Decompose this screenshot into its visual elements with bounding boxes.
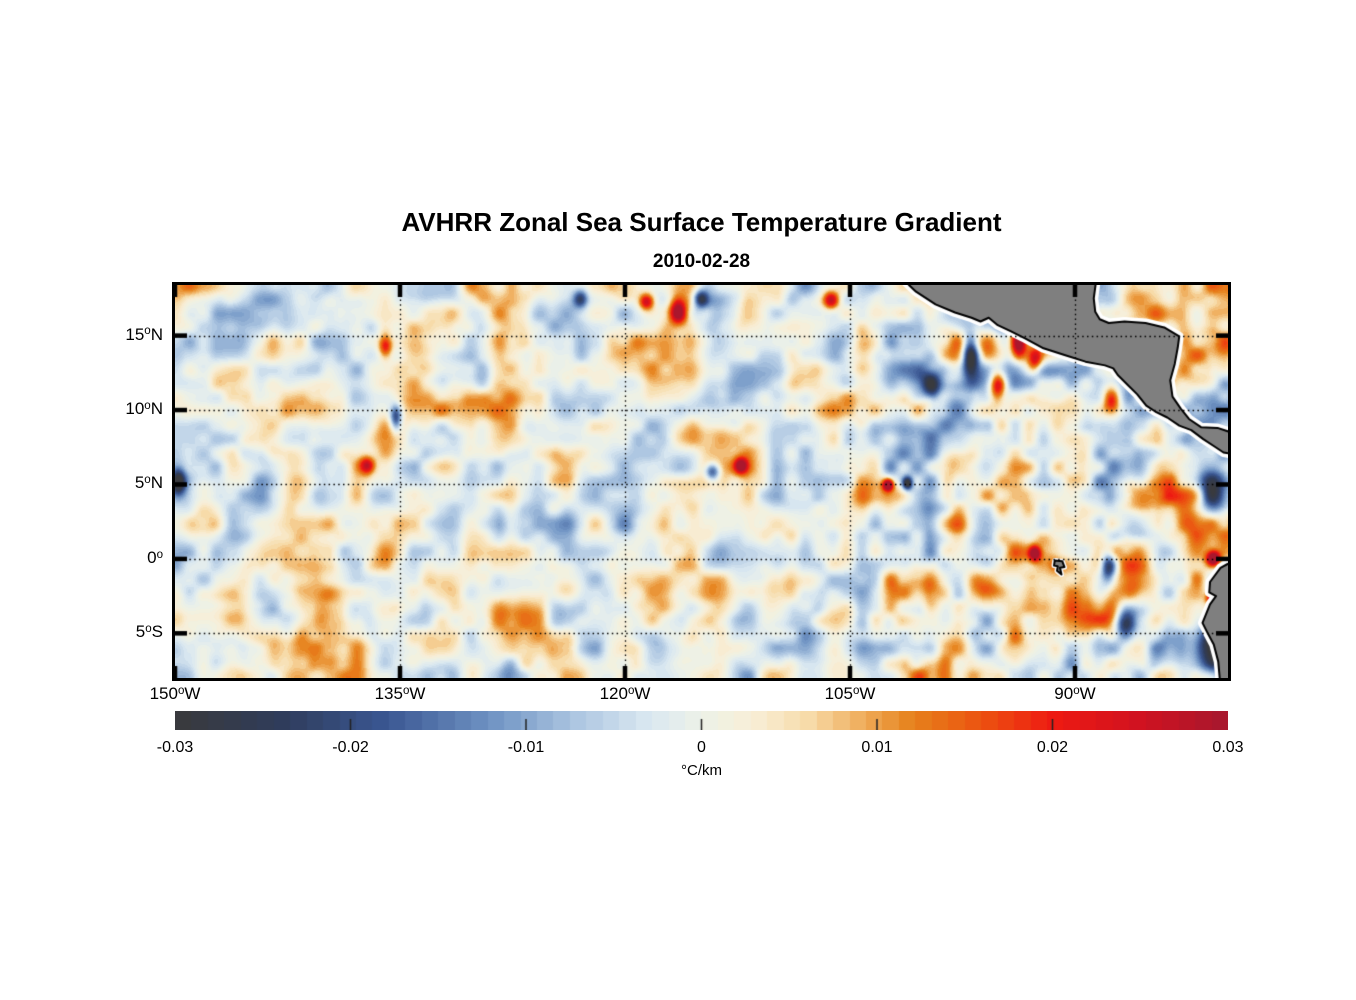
y-tick-label: 10oN [125,399,163,419]
colorbar-unit-label: °C/km [681,762,722,779]
degree-superscript: o [1073,684,1080,697]
degree-superscript: o [627,684,635,697]
sst-gradient-map-canvas [175,285,1228,678]
degree-superscript: o [145,623,152,636]
degree-superscript: o [144,474,151,487]
y-tick-label: 15oN [125,324,163,344]
chart-subtitle: 2010-02-28 [652,251,751,272]
degree-superscript: o [402,684,410,697]
colorbar-tick-label: 0.02 [1036,739,1069,756]
colorbar-tick-label: -0.01 [507,739,545,756]
degree-superscript: o [144,399,151,412]
degree-superscript: o [852,684,860,697]
y-tick-label: 5oN [134,473,163,493]
colorbar-tick-label: 0 [697,739,706,756]
colorbar-canvas [175,711,1228,730]
x-tick-label: 90oW [1054,684,1096,703]
y-tick-label: 0o [147,547,163,567]
chart-title: AVHRR Zonal Sea Surface Temperature Grad… [401,207,1002,237]
y-tick-label: 5oS [135,622,163,642]
colorbar-tick-label: 0.03 [1212,739,1244,756]
degree-superscript: o [144,325,151,338]
colorbar-tick-label: -0.03 [156,739,194,756]
colorbar-tick-label: -0.02 [332,739,369,756]
colorbar-tick-label: 0.01 [861,739,893,756]
x-tick-label: 150oW [149,684,201,703]
x-tick-label: 120oW [599,684,651,703]
degree-superscript: o [156,548,163,561]
degree-superscript: o [177,684,185,697]
x-tick-label: 135oW [374,684,426,703]
x-tick-label: 105oW [824,684,876,703]
map-plot-frame [172,282,1231,681]
